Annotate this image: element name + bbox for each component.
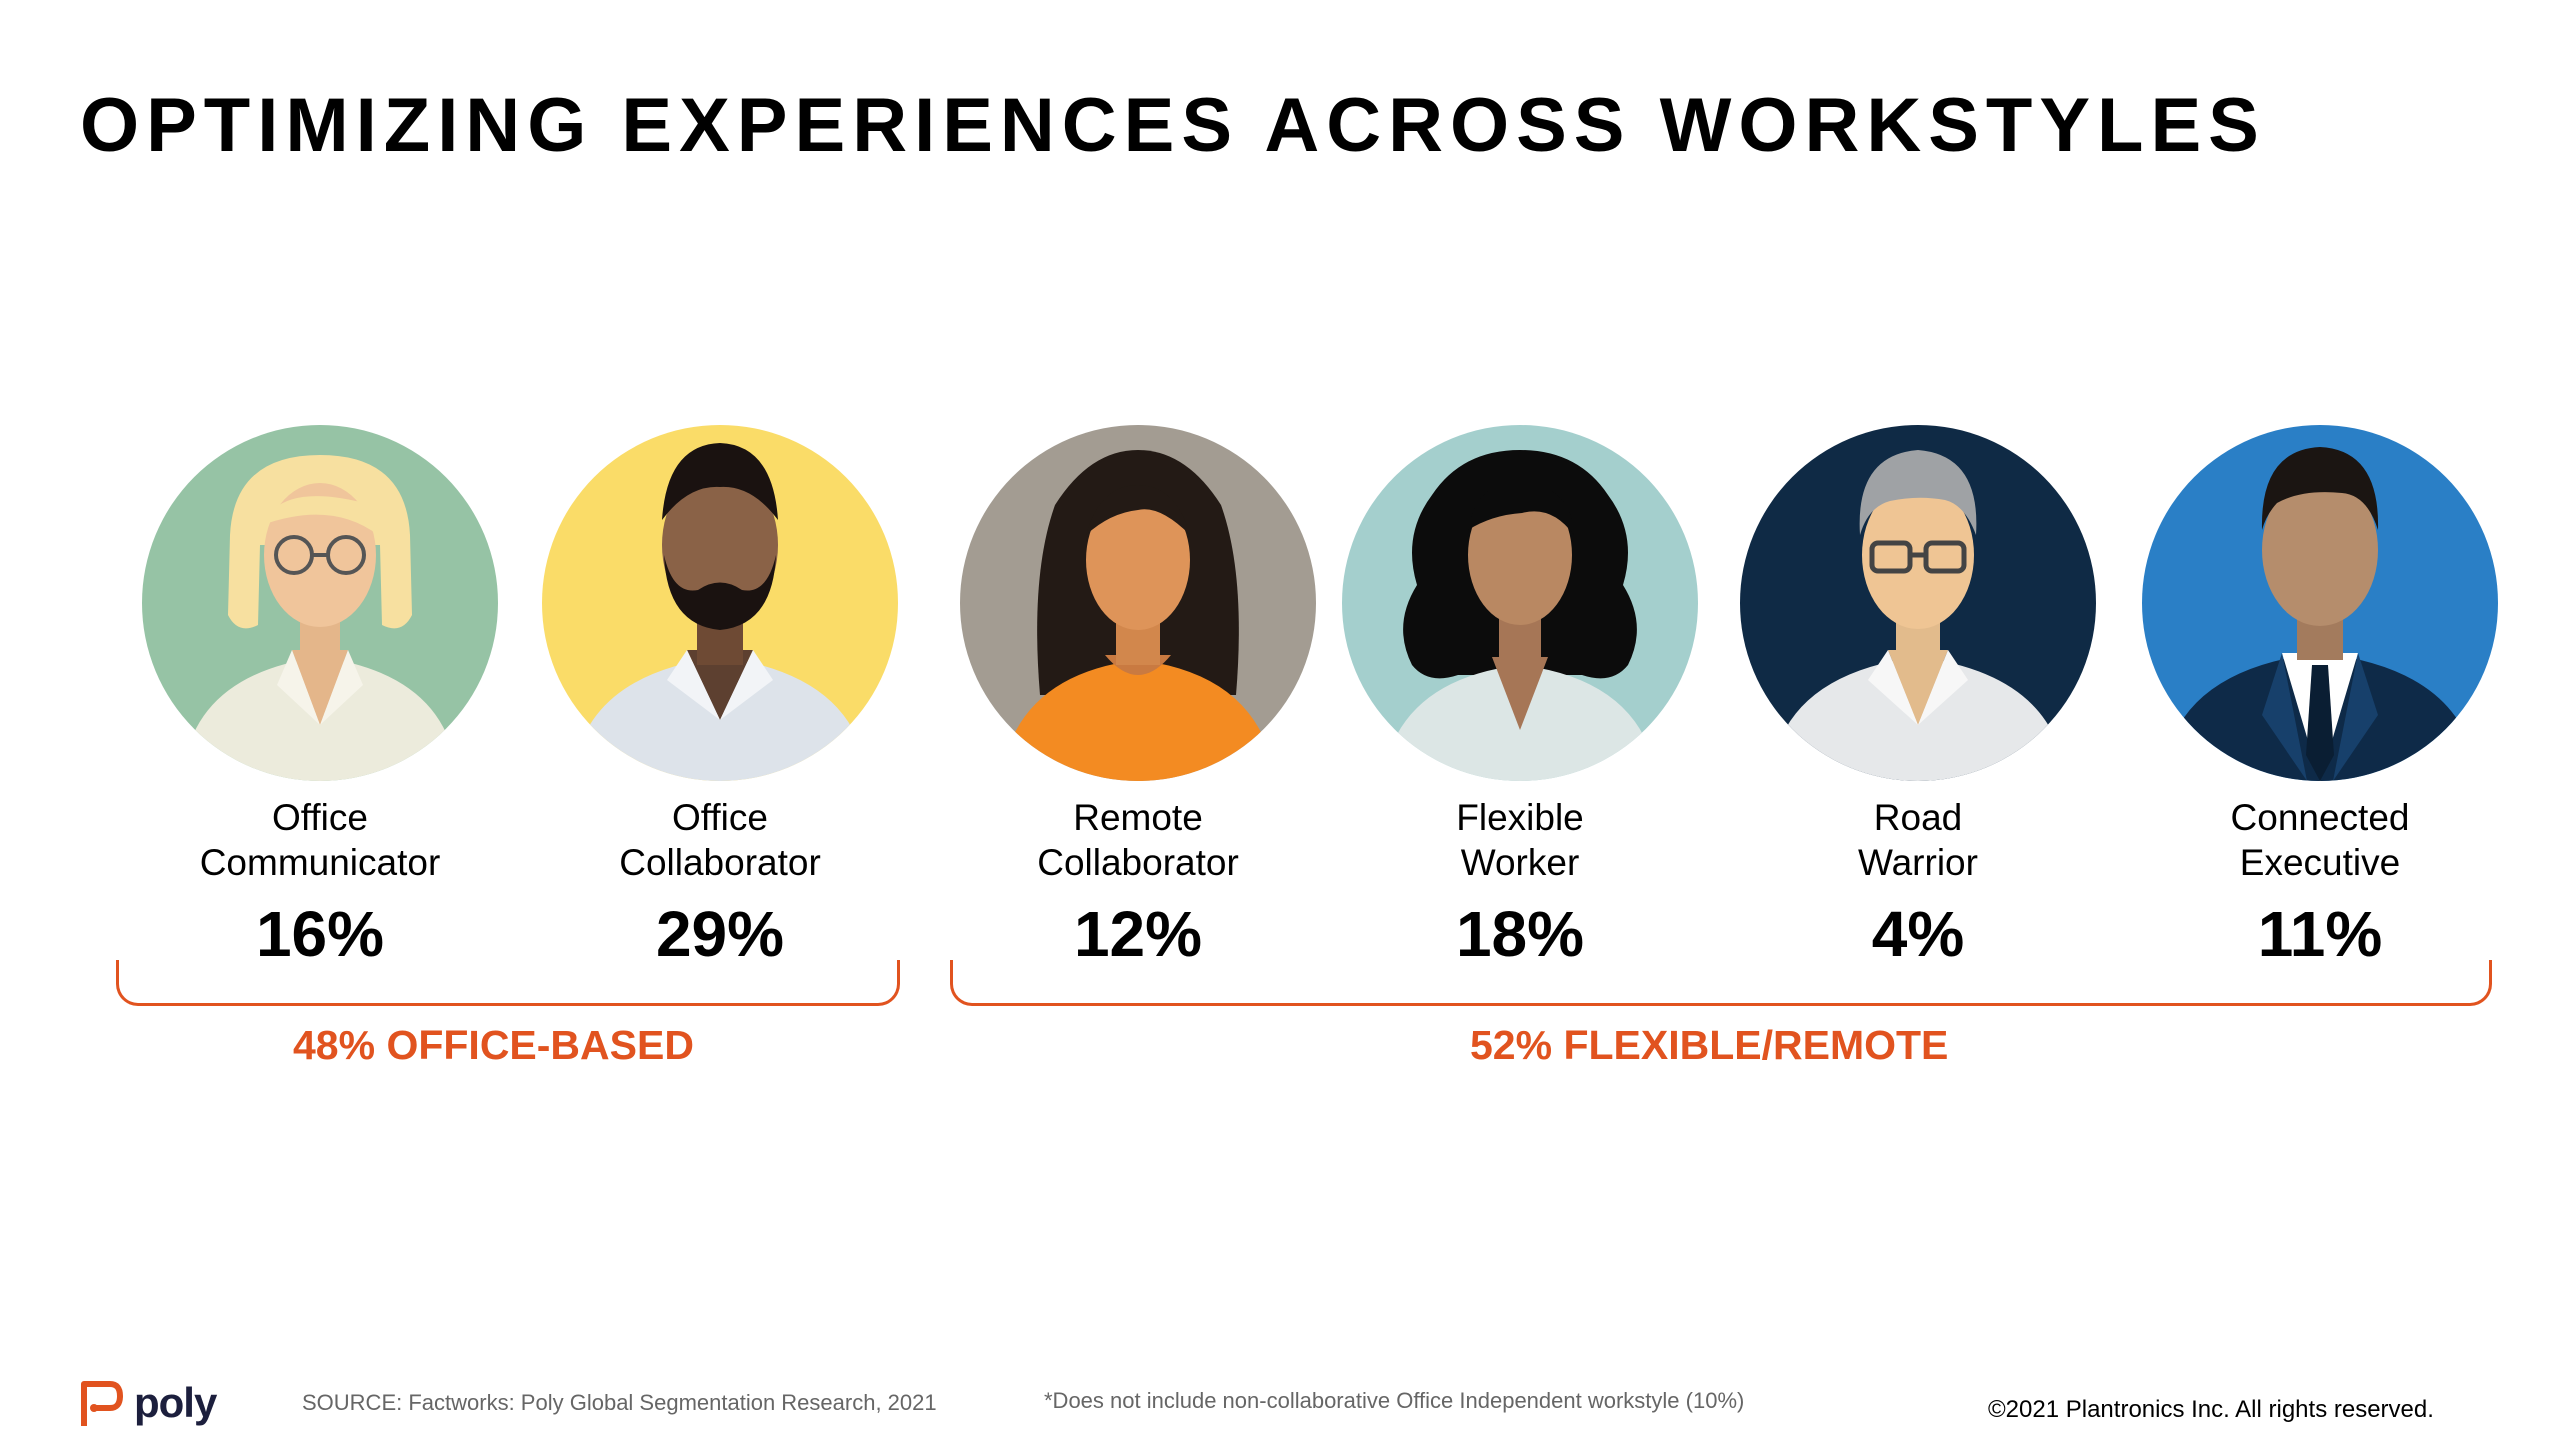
persona-remote-collaborator: Remote Collaborator 12% bbox=[948, 425, 1328, 969]
road-warrior-avatar bbox=[1740, 425, 2096, 781]
office-communicator-avatar bbox=[142, 425, 498, 781]
persona-office-communicator: Office Communicator 16% bbox=[130, 425, 510, 969]
flexible-worker-avatar bbox=[1342, 425, 1698, 781]
copyright: ©2021 Plantronics Inc. All rights reserv… bbox=[1988, 1396, 2434, 1423]
poly-logo-icon bbox=[81, 1381, 123, 1426]
source-citation: SOURCE: Factworks: Poly Global Segmentat… bbox=[302, 1390, 937, 1415]
persona-percent: 11% bbox=[2257, 898, 2383, 970]
persona-percent: 16% bbox=[255, 898, 385, 970]
office-based-label: 48% OFFICE-BASED bbox=[293, 1022, 694, 1068]
persona-road-warrior: Road Warrior 4% bbox=[1728, 425, 2108, 969]
persona-name: Office Communicator bbox=[199, 797, 441, 883]
remote-collaborator-avatar bbox=[960, 425, 1316, 781]
woman-blonde-glasses-icon bbox=[142, 425, 498, 781]
footnote: *Does not include non-collaborative Offi… bbox=[1044, 1388, 1745, 1413]
woman-dark-hair-icon bbox=[960, 425, 1316, 781]
page-title: OPTIMIZING EXPERIENCES ACROSS WORKSTYLES bbox=[80, 83, 2266, 168]
man-suit-tie-icon bbox=[2142, 425, 2498, 781]
persona-name: Office Collaborator bbox=[619, 797, 821, 883]
flexible-remote-label: 52% FLEXIBLE/REMOTE bbox=[1470, 1022, 1949, 1068]
persona-name: Flexible Worker bbox=[1456, 797, 1584, 883]
persona-name: Remote Collaborator bbox=[1037, 797, 1239, 883]
office-collaborator-avatar bbox=[542, 425, 898, 781]
poly-logo: poly bbox=[74, 1376, 217, 1430]
office-based-bracket bbox=[116, 960, 900, 1006]
persona-percent: 12% bbox=[1073, 898, 1203, 970]
connected-executive-avatar bbox=[2142, 425, 2498, 781]
persona-name: Connected Executive bbox=[2230, 797, 2410, 883]
persona-connected-executive: Connected Executive 11% bbox=[2130, 425, 2510, 969]
woman-wavy-hair-icon bbox=[1342, 425, 1698, 781]
persona-name: Road Warrior bbox=[1858, 797, 1978, 883]
persona-flexible-worker: Flexible Worker 18% bbox=[1330, 425, 1710, 969]
man-gray-hair-glasses-icon bbox=[1740, 425, 2096, 781]
flexible-remote-bracket bbox=[950, 960, 2492, 1006]
persona-office-collaborator: Office Collaborator 29% bbox=[530, 425, 910, 969]
persona-percent: 18% bbox=[1455, 898, 1585, 970]
poly-logo-text: poly bbox=[134, 1379, 217, 1426]
persona-percent: 29% bbox=[655, 898, 785, 970]
persona-percent: 4% bbox=[1871, 898, 1965, 970]
man-bearded-icon bbox=[542, 425, 898, 781]
